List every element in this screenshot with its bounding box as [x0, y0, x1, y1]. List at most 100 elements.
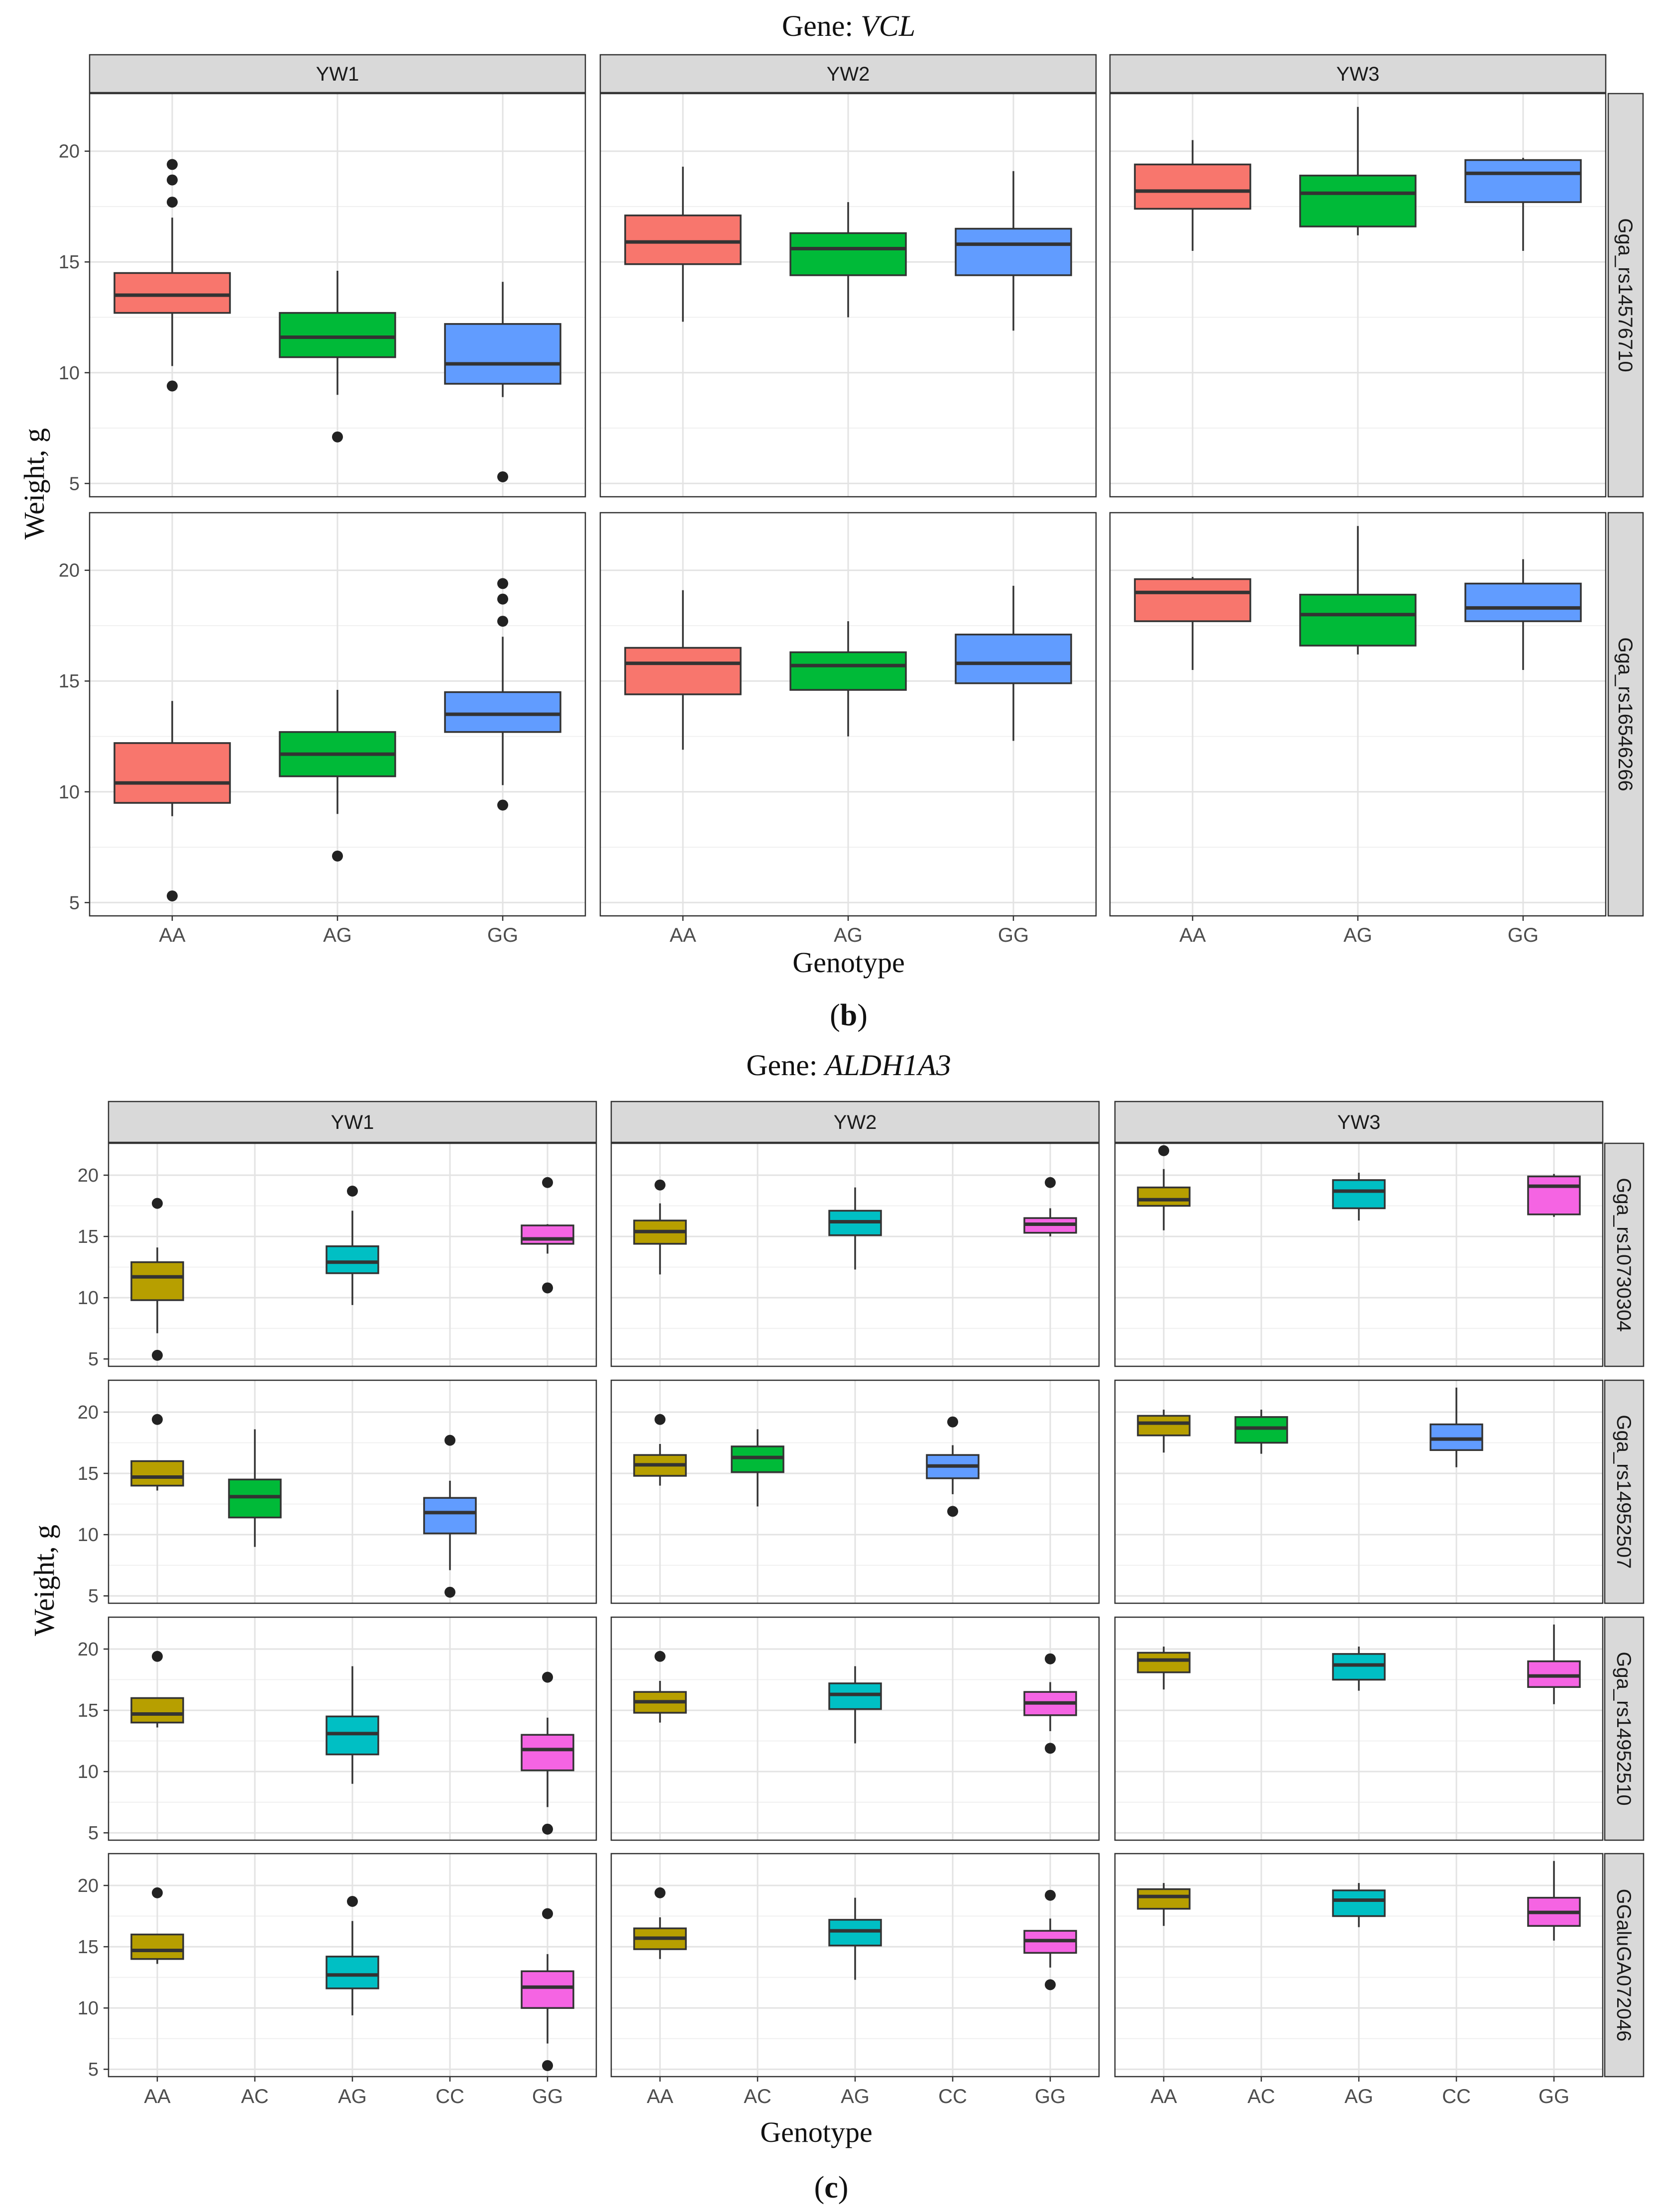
figure-c-panel-r3-c2 — [610, 1616, 1100, 1841]
box-GG — [955, 585, 1072, 741]
box-iqr — [1332, 1889, 1386, 1917]
outlier-point — [497, 616, 508, 627]
box-iqr — [624, 215, 742, 265]
box-iqr — [521, 1970, 574, 2009]
figure-c-y-tick-label: 20 — [78, 1165, 99, 1186]
figure-c-strip-col-label: YW1 — [331, 1111, 374, 1133]
figure-c-y-tick-label: 10 — [78, 1762, 99, 1782]
box-AG — [1299, 526, 1417, 655]
outlier-point — [655, 1651, 665, 1662]
figure-c-y-tick-label: 10 — [78, 1998, 99, 2019]
figure-b-facet-grid: YW1 YW2 YW3 Gga_rs14576710 5 10 15 20 Gga_rs1654… — [59, 54, 1644, 946]
outlier-point — [167, 174, 178, 186]
figure-b-strip-row-1 — [1607, 93, 1644, 498]
outlier-point — [167, 890, 178, 901]
figure-c-x-tick-label: AC — [744, 2086, 772, 2107]
figure-c-y-tick-label: 15 — [78, 1226, 99, 1247]
box-iqr — [1527, 1175, 1581, 1216]
panel-border — [89, 93, 586, 498]
panel-border — [610, 1616, 1100, 1841]
outlier-point — [1045, 1177, 1056, 1188]
box-AA — [130, 1198, 184, 1361]
outlier-point — [1045, 1979, 1056, 1991]
box-iqr — [279, 312, 396, 358]
box-iqr — [1137, 1186, 1191, 1207]
box-AA — [633, 1651, 687, 1723]
box-AG — [279, 690, 396, 862]
box-AA — [1134, 140, 1251, 251]
box-iqr — [228, 1478, 282, 1519]
figure-c-strip-row-label: Gga_rs10730304 — [1613, 1178, 1635, 1331]
box-iqr — [444, 691, 561, 733]
outlier-point — [444, 1586, 455, 1598]
outlier-point — [167, 380, 178, 392]
box-AA — [1137, 1647, 1191, 1690]
figure-b-strip-col-2 — [599, 54, 1097, 94]
outlier-point — [655, 1179, 665, 1191]
box-iqr — [955, 634, 1072, 684]
box-AA — [1137, 1883, 1191, 1926]
outlier-point — [152, 1349, 163, 1361]
box-iqr — [1464, 159, 1582, 203]
box-AG — [828, 1897, 882, 1980]
figure-b-panel-r2-c2 — [599, 512, 1097, 917]
figure-b-panel-r1-c2 — [599, 93, 1097, 498]
outlier-point — [497, 593, 508, 605]
box-GG — [1023, 1177, 1077, 1237]
figure-c-label-open: ( — [814, 2171, 825, 2205]
figure-c-y-tick-label: 5 — [88, 1823, 99, 1844]
outlier-point — [542, 1282, 553, 1294]
outlier-point — [655, 1414, 665, 1425]
figure-c-y-tick-label: 15 — [78, 1937, 99, 1958]
figure-c-title-prefix: Gene: — [746, 1049, 825, 1082]
outlier-point — [1045, 1653, 1056, 1664]
figure-b-strip-row-label: Gga_rs14576710 — [1614, 218, 1636, 372]
figure-b-panel-r2-c1 — [89, 512, 586, 917]
panel-border — [1114, 1142, 1604, 1367]
box-iqr — [955, 227, 1072, 276]
box-GG — [521, 1671, 574, 1835]
figure-c-label-close: ) — [838, 2171, 849, 2205]
box-AC — [1234, 1410, 1288, 1454]
outlier-point — [1045, 1889, 1056, 1901]
figure-b-y-axis-title: Weight, g — [18, 428, 50, 540]
figure-c-panel-r3-c1 — [108, 1616, 597, 1841]
panel-border — [108, 1379, 597, 1604]
figure-c-strip-row-4 — [1604, 1853, 1645, 2078]
figure-c-y-tick-label: 10 — [78, 1288, 99, 1309]
box-AG — [789, 621, 907, 737]
box-AA — [1137, 1145, 1191, 1230]
figure-c-panel-r1-c1 — [108, 1142, 597, 1367]
box-AG — [828, 1187, 882, 1270]
box-CC — [926, 1416, 980, 1517]
box-AA — [113, 159, 231, 392]
outlier-point — [947, 1416, 958, 1428]
figure-c-panel-r4-c2 — [610, 1853, 1100, 2078]
box-iqr — [624, 647, 742, 695]
outlier-point — [655, 1887, 665, 1898]
box-iqr — [1527, 1660, 1581, 1688]
panel-border — [1114, 1379, 1604, 1604]
box-AA — [130, 1651, 184, 1728]
box-AC — [228, 1429, 282, 1547]
figure-c-x-axis-title: Genotype — [760, 2116, 873, 2148]
box-iqr — [326, 1956, 379, 1990]
figure-c-y-tick-label: 15 — [78, 1463, 99, 1484]
box-iqr — [326, 1245, 379, 1274]
figure-c-x-tick-label: GG — [1539, 2086, 1569, 2107]
figure-c-y-tick-label: 5 — [88, 2059, 99, 2080]
box-AA — [1137, 1410, 1191, 1453]
box-AA — [624, 590, 742, 750]
figure-b-strip-col-label: YW3 — [1336, 63, 1380, 85]
figure-b-panel-label: (b) — [830, 998, 868, 1032]
panel-border — [108, 1142, 597, 1367]
box-AG — [828, 1666, 882, 1744]
box-iqr — [1234, 1416, 1288, 1444]
figure-c-panel-r3-c3 — [1114, 1616, 1604, 1841]
figure-b-strip-col-label: YW1 — [316, 63, 359, 85]
figure-b-y-tick-label: 10 — [59, 782, 80, 803]
box-iqr — [444, 323, 561, 385]
figure-c-strip-col-2 — [610, 1101, 1100, 1143]
panel-border — [1114, 1616, 1604, 1841]
box-iqr — [130, 1460, 184, 1487]
